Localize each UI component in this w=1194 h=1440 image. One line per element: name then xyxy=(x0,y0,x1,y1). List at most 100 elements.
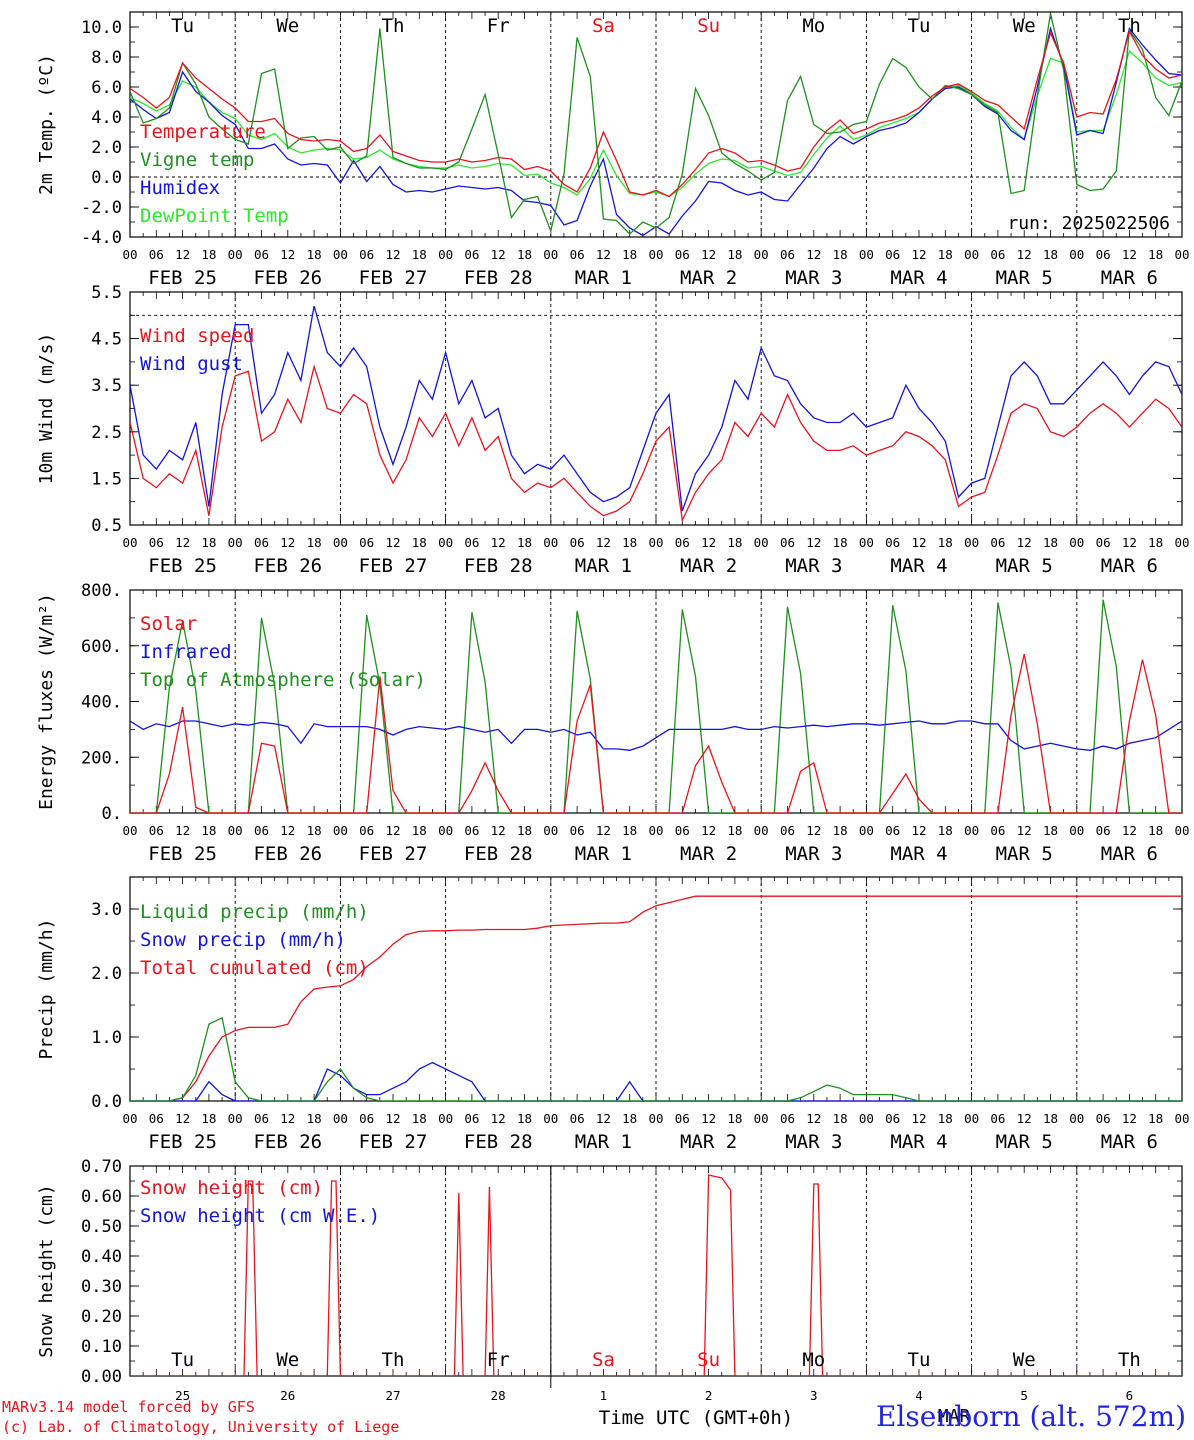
hour-label: 18 xyxy=(833,823,848,838)
y-tick-label: 0.00 xyxy=(81,1367,122,1387)
hour-label: 00 xyxy=(648,247,663,262)
y-tick-label: 600. xyxy=(81,637,122,657)
hour-label: 06 xyxy=(254,535,269,550)
y-axis-label: 2m Temp. (ºC) xyxy=(36,54,57,195)
hour-label: 06 xyxy=(464,535,479,550)
date-label: MAR 3 xyxy=(785,843,842,865)
date-label: MAR 3 xyxy=(785,555,842,577)
hour-label: 00 xyxy=(333,823,348,838)
hour-label: 12 xyxy=(1017,823,1032,838)
hour-label: 18 xyxy=(1043,247,1058,262)
hour-label: 12 xyxy=(701,535,716,550)
hour-label: 00 xyxy=(1174,823,1189,838)
weekday-label: We xyxy=(276,1349,299,1371)
hour-label: 06 xyxy=(570,247,585,262)
series-line-1 xyxy=(130,653,1182,813)
date-label: MAR 5 xyxy=(996,1131,1053,1153)
date-label: MAR 6 xyxy=(1101,555,1158,577)
hour-label: 12 xyxy=(385,1111,400,1126)
legend-entry: Snow height (cm W.E.) xyxy=(140,1205,380,1227)
hour-label: 12 xyxy=(1122,1111,1137,1126)
hour-label: 12 xyxy=(806,535,821,550)
y-tick-label: 400. xyxy=(81,693,122,713)
hour-label: 06 xyxy=(885,535,900,550)
hour-label: 06 xyxy=(780,535,795,550)
hour-label: 00 xyxy=(438,823,453,838)
weekday-label: Mo xyxy=(802,15,825,37)
hour-label: 06 xyxy=(1096,1111,1111,1126)
hour-label: 18 xyxy=(517,823,532,838)
hour-label: 00 xyxy=(964,823,979,838)
hour-label: 12 xyxy=(491,535,506,550)
hour-label: 12 xyxy=(596,1111,611,1126)
y-tick-label: 0. xyxy=(102,804,122,824)
hour-label: 00 xyxy=(122,247,137,262)
hour-label: 00 xyxy=(122,823,137,838)
hour-label: 00 xyxy=(543,247,558,262)
hour-label: 06 xyxy=(464,247,479,262)
plot-frame xyxy=(129,11,1183,238)
hour-label: 06 xyxy=(464,823,479,838)
hour-label: 18 xyxy=(727,535,742,550)
hour-label: 00 xyxy=(754,247,769,262)
date-label: MAR 4 xyxy=(890,555,947,577)
hour-label: 00 xyxy=(1069,1111,1084,1126)
legend-entry: Temperature xyxy=(140,121,266,143)
hour-label: 18 xyxy=(412,535,427,550)
legend-entry: Wind gust xyxy=(140,353,243,375)
hour-label: 00 xyxy=(543,1111,558,1126)
date-label: FEB 28 xyxy=(464,555,533,577)
weekday-label: Tu xyxy=(171,15,194,37)
hour-label: 12 xyxy=(491,1111,506,1126)
hour-label: 00 xyxy=(438,247,453,262)
hour-label: 00 xyxy=(228,1111,243,1126)
series-line-1 xyxy=(130,29,1182,198)
hour-label: 12 xyxy=(701,1111,716,1126)
hour-label: 06 xyxy=(359,823,374,838)
hour-label: 06 xyxy=(990,247,1005,262)
hour-label: 06 xyxy=(885,823,900,838)
hour-label: 18 xyxy=(833,535,848,550)
date-label: FEB 25 xyxy=(148,843,217,865)
hour-label: 18 xyxy=(938,1111,953,1126)
hour-label: 12 xyxy=(175,535,190,550)
hour-label: 00 xyxy=(122,1111,137,1126)
y-tick-label: 2.5 xyxy=(91,423,122,443)
series-line-2 xyxy=(130,305,1182,512)
date-label: FEB 26 xyxy=(253,555,322,577)
hour-label: 12 xyxy=(280,1111,295,1126)
y-tick-label: 0.20 xyxy=(81,1307,122,1327)
hour-label: 06 xyxy=(464,1111,479,1126)
date-label: MAR 1 xyxy=(575,843,632,865)
hour-label: 00 xyxy=(543,535,558,550)
hour-label: 06 xyxy=(780,1111,795,1126)
legend-entry: Humidex xyxy=(140,177,220,199)
hour-label: 06 xyxy=(359,1111,374,1126)
date-label: MAR 4 xyxy=(890,1131,947,1153)
hour-label: 18 xyxy=(307,247,322,262)
hour-label: 18 xyxy=(1043,535,1058,550)
y-tick-label: 0.10 xyxy=(81,1337,122,1357)
hour-label: 06 xyxy=(254,823,269,838)
weekday-label: Tu xyxy=(171,1349,194,1371)
hour-label: 06 xyxy=(570,535,585,550)
series-line-1 xyxy=(130,1174,1182,1376)
hour-label: 00 xyxy=(122,535,137,550)
date-label: MAR 5 xyxy=(996,267,1053,289)
hour-label: 00 xyxy=(754,535,769,550)
legend-entry: Liquid precip (mm/h) xyxy=(140,901,369,923)
hour-label: 00 xyxy=(859,823,874,838)
day-number: 5 xyxy=(1020,1388,1028,1403)
series-line-3 xyxy=(130,26,1182,237)
hour-label: 06 xyxy=(149,247,164,262)
hour-label: 18 xyxy=(201,823,216,838)
hour-label: 00 xyxy=(1174,247,1189,262)
hour-label: 18 xyxy=(412,823,427,838)
hour-label: 12 xyxy=(1017,535,1032,550)
hour-label: 18 xyxy=(622,1111,637,1126)
y-axis-label: Precip (mm/h) xyxy=(36,919,57,1060)
date-label: MAR 1 xyxy=(575,1131,632,1153)
date-label: MAR 6 xyxy=(1101,1131,1158,1153)
day-number: 25 xyxy=(175,1388,190,1403)
hour-label: 00 xyxy=(333,1111,348,1126)
